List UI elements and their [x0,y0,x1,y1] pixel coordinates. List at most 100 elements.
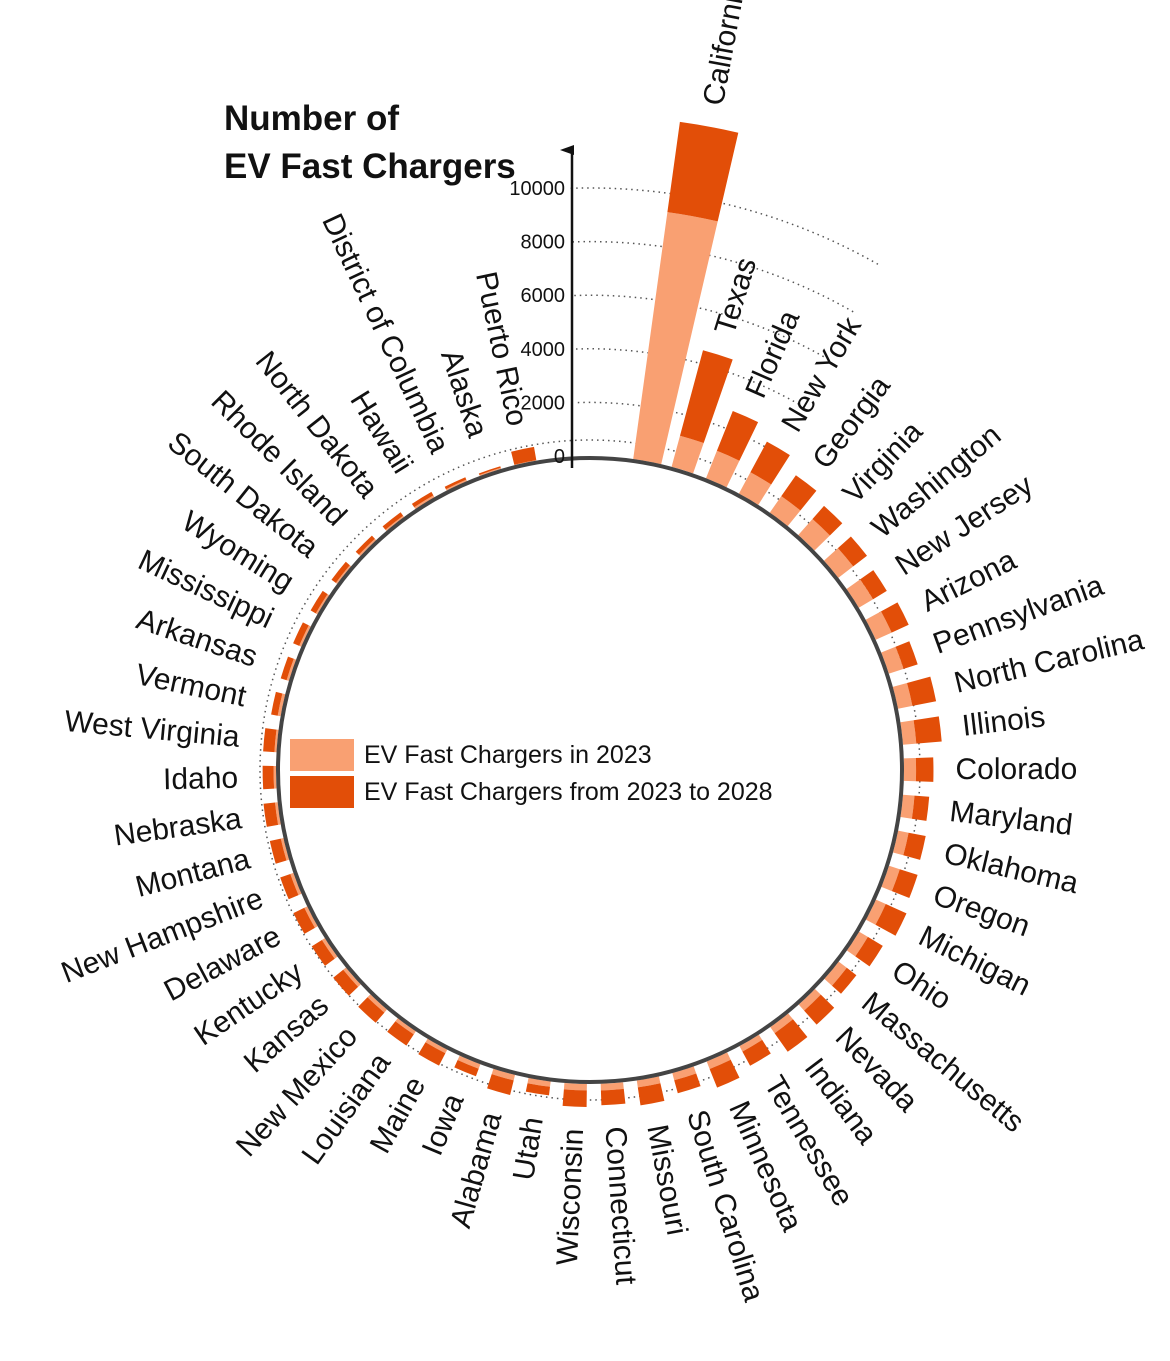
legend-swatch-2023 [290,739,354,771]
bar-delaware-2023-to-2028 [293,907,315,934]
bar-arkansas-2023 [286,658,297,681]
bar-georgia-2023-to-2028 [781,475,817,511]
bar-hawaii-2023-to-2028 [411,491,434,508]
bar-illinois-2023 [900,720,917,745]
legend-label-growth: EV Fast Chargers from 2023 to 2028 [364,778,773,806]
bar-kansas-2023-to-2028 [333,969,359,996]
bar-new-york-2023-to-2028 [750,441,790,485]
bar-district-of-columbia-2023 [445,479,467,491]
bar-rhode-island-2023 [358,538,377,556]
bar-louisiana-2023 [395,1018,416,1035]
bar-ohio-2023 [846,931,868,957]
y-axis-ticks: 0 2000 4000 6000 8000 10000 [509,178,565,468]
bar-massachusetts-2023-to-2028 [832,967,857,994]
bar-new-hampshire-2023 [290,872,302,896]
bar-california-2023-to-2028 [667,121,739,222]
bar-hawaii-2023 [414,495,435,509]
legend-label-2023: EV Fast Chargers in 2023 [364,741,652,769]
y-tick-label-8000: 8000 [521,232,566,254]
bar-wyoming-2023-to-2028 [310,590,328,614]
legend-swatch-growth [290,776,354,808]
state-label-west-virginia: West Virginia [63,705,241,754]
bar-new-jersey-2023 [846,579,874,608]
bar-district-of-columbia-2023-to-2028 [444,477,467,490]
bar-louisiana-2023-to-2028 [387,1021,414,1046]
bar-south-carolina-2023 [672,1066,697,1081]
state-label-utah: Utah [507,1115,550,1183]
bar-west-virginia-2023 [274,729,279,753]
bar-north-carolina-2023-to-2028 [907,676,937,706]
bar-texas-2023 [671,435,704,474]
y-tick-label-0: 0 [554,446,565,468]
state-label-colorado: Colorado [955,753,1077,786]
bar-nebraska-2023 [275,802,281,825]
bar-tennessee-2023-to-2028 [742,1039,771,1066]
bar-arizona-2023-to-2028 [881,602,909,633]
bar-washington-2023 [824,548,854,578]
bar-missouri-2023 [636,1076,661,1088]
bar-kentucky-2023 [321,938,338,959]
bar-tennessee-2023 [739,1034,763,1052]
bar-florida-2023 [706,450,740,488]
bar-california-2023 [633,212,718,465]
y-tick-label-10000: 10000 [509,178,565,200]
bar-michigan-2023-to-2028 [875,904,907,936]
bar-washington-2023-to-2028 [837,536,867,567]
bar-mississippi-2023-to-2028 [293,622,309,646]
bar-montana-2023-to-2028 [269,838,287,864]
bar-texas-2023-to-2028 [680,350,733,443]
chart-title-line-1: Number of [224,99,399,138]
bar-maryland-2023-to-2028 [911,795,930,821]
bar-puerto-rico-2023 [514,460,537,466]
bar-alaska-2023 [479,467,502,476]
bar-new-york-2023 [738,472,772,505]
bar-colorado-2023-to-2028 [915,757,934,782]
bar-vermont-2023-to-2028 [271,691,283,716]
base-ring [276,456,904,1084]
chart-title-line-2: EV Fast Chargers [224,147,516,186]
state-label-california: California [697,0,753,108]
grid-arcs [570,187,882,453]
bar-virginia-2023-to-2028 [812,505,843,536]
bar-wisconsin-2023 [563,1083,587,1091]
state-label-missouri: Missouri [640,1122,693,1238]
grid-arc-10000 [570,187,882,267]
bar-michigan-2023 [866,899,886,925]
bar-new-mexico-2023-to-2028 [358,997,385,1023]
state-label-connecticut: Connecticut [598,1125,642,1286]
bar-pennsylvania-2023-to-2028 [895,641,918,669]
grid-arc-8000 [572,240,855,314]
bars [262,121,942,1107]
bar-georgia-2023 [769,496,801,527]
bar-alabama-2023-to-2028 [487,1074,514,1095]
y-tick-label-6000: 6000 [521,285,566,307]
bar-wisconsin-2023-to-2028 [562,1089,587,1107]
bar-new-hampshire-2023-to-2028 [280,874,299,900]
bar-utah-2023 [527,1077,551,1087]
bar-maine-2023 [425,1038,448,1054]
state-label-maryland: Maryland [948,795,1074,842]
y-tick-label-2000: 2000 [521,392,566,414]
bar-indiana-2023-to-2028 [774,1019,808,1052]
bar-south-carolina-2023-to-2028 [674,1073,701,1094]
bar-missouri-2023-to-2028 [637,1083,665,1106]
state-label-idaho: Idaho [163,762,239,797]
bar-nebraska-2023-to-2028 [263,802,279,827]
bar-arizona-2023 [865,611,892,640]
bar-iowa-2023-to-2028 [454,1060,479,1077]
bar-south-dakota-2023 [335,565,352,584]
bar-idaho-2023 [273,766,277,789]
bar-virginia-2023 [798,519,830,551]
bar-oklahoma-2023-to-2028 [903,832,926,860]
y-tick-label-4000: 4000 [521,339,566,361]
y-axis: 0 2000 4000 6000 8000 10000 [509,145,574,468]
bar-delaware-2023 [304,906,318,928]
bar-maryland-2023 [900,794,915,819]
bar-illinois-2023-to-2028 [913,716,942,744]
bar-new-jersey-2023-to-2028 [860,570,887,600]
state-label-nebraska: Nebraska [112,802,244,852]
bar-nevada-2023-to-2028 [804,994,835,1025]
bar-oregon-2023 [881,865,900,892]
bar-montana-2023 [280,838,290,861]
